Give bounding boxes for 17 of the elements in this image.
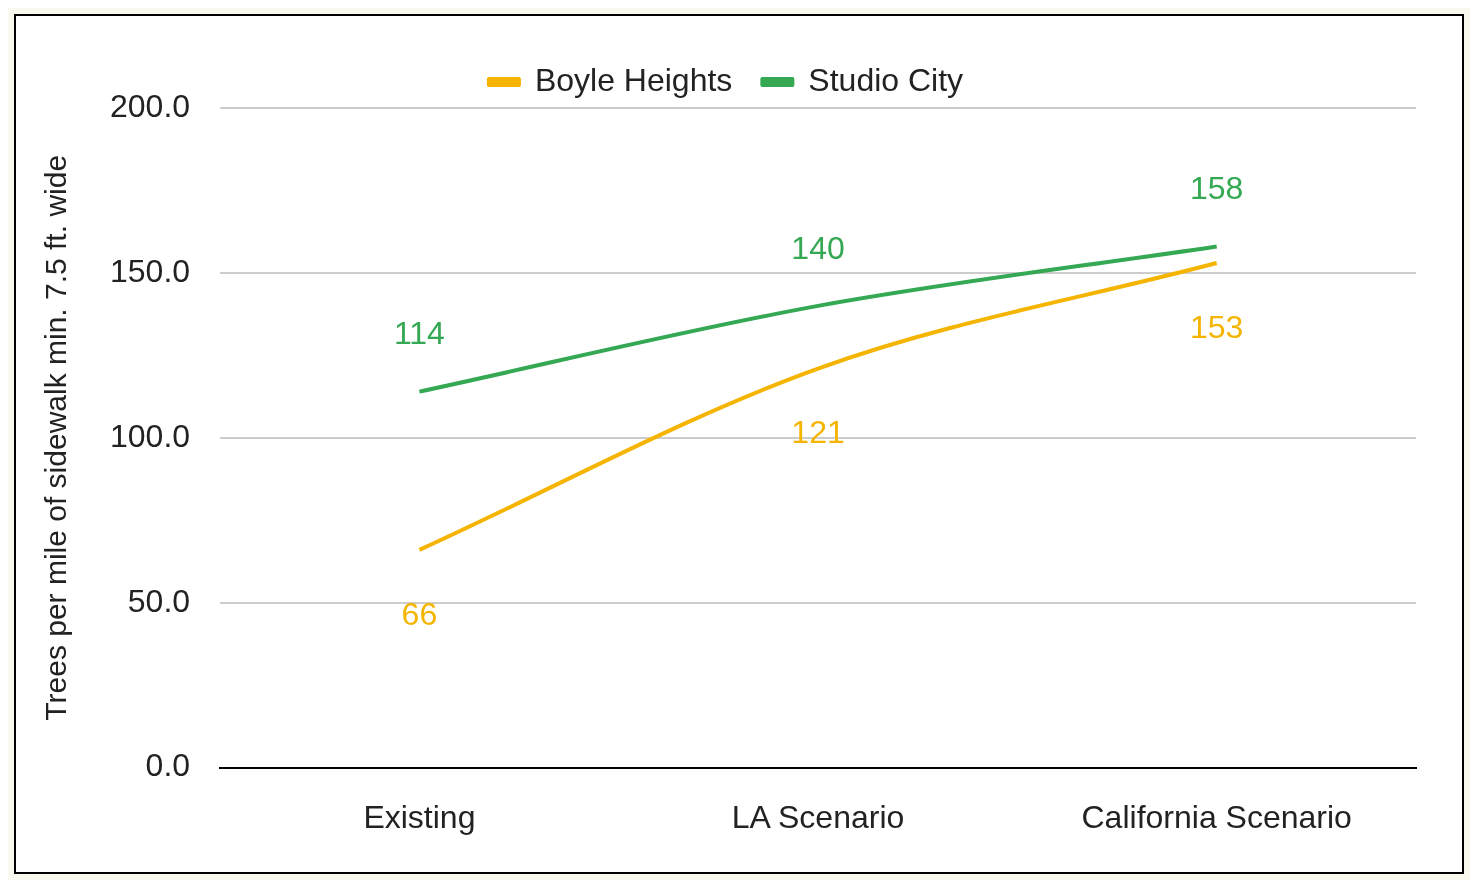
- legend-label: Studio City: [808, 61, 964, 98]
- data-label: 121: [791, 414, 845, 451]
- y-tick-label: 50.0: [127, 582, 191, 619]
- y-tick-label: 100.0: [110, 417, 191, 454]
- data-label: 158: [1189, 170, 1244, 207]
- data-label: 66: [401, 595, 438, 632]
- legend-label: Boyle Heights: [534, 61, 733, 98]
- data-label: 140: [791, 229, 845, 266]
- data-label: 153: [1189, 308, 1244, 345]
- y-tick-label: 200.0: [110, 87, 191, 124]
- y-tick-label: 0.0: [145, 747, 191, 784]
- data-label: 114: [393, 315, 445, 352]
- x-tick-label: California Scenario: [1081, 798, 1352, 835]
- x-tick-label: Existing: [363, 798, 476, 835]
- y-tick-label: 150.0: [110, 252, 191, 289]
- y-axis-title: Trees per mile of sidewalk min. 7.5 ft. wide: [39, 154, 73, 721]
- x-tick-label: LA Scenario: [731, 798, 905, 835]
